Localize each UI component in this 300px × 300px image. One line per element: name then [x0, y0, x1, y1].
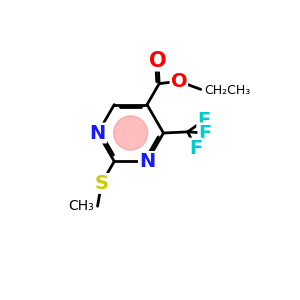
Text: CH₂CH₃: CH₂CH₃ — [204, 84, 250, 97]
Text: O: O — [170, 72, 187, 91]
Text: F: F — [198, 124, 212, 142]
Text: CH₃: CH₃ — [68, 199, 94, 213]
Text: F: F — [189, 139, 203, 158]
Text: S: S — [94, 174, 109, 193]
Text: O: O — [149, 50, 167, 70]
Text: N: N — [139, 152, 155, 171]
Text: N: N — [90, 124, 106, 142]
Circle shape — [114, 116, 148, 150]
Text: F: F — [197, 111, 211, 130]
